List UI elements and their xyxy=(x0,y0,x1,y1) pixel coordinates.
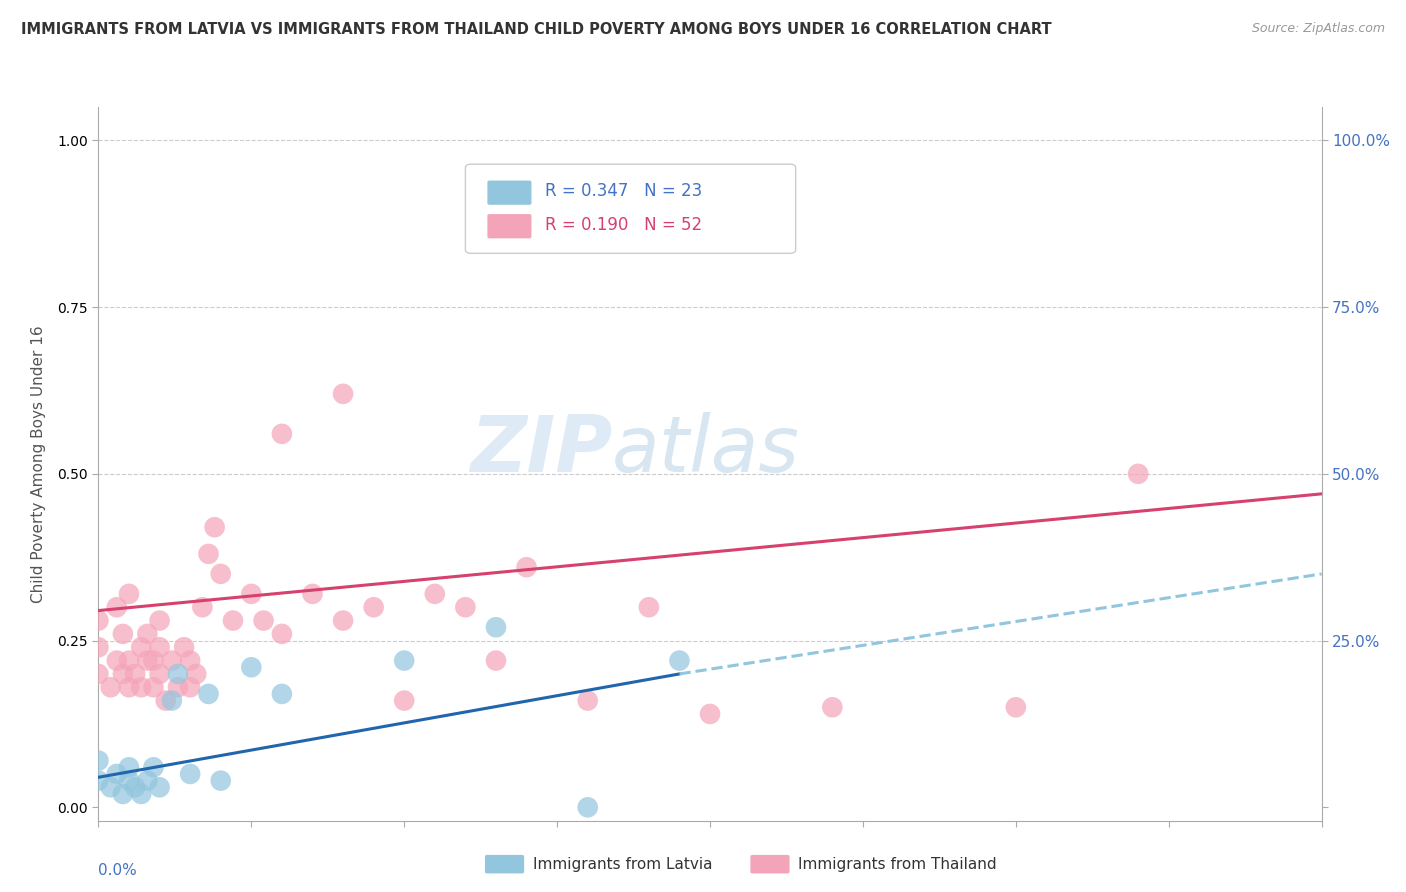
Point xyxy=(87,667,110,681)
Point xyxy=(129,787,152,801)
Point xyxy=(301,587,323,601)
Point xyxy=(222,614,245,628)
Point xyxy=(270,627,292,641)
Point xyxy=(118,680,141,694)
Point xyxy=(160,693,183,707)
Point xyxy=(197,687,219,701)
Point xyxy=(124,780,146,795)
Point xyxy=(105,654,128,668)
Point xyxy=(209,566,232,581)
Point xyxy=(821,700,844,714)
Point xyxy=(252,614,274,628)
Text: R = 0.347   N = 23: R = 0.347 N = 23 xyxy=(546,182,702,200)
Point xyxy=(87,754,110,768)
Point xyxy=(186,667,208,681)
Point xyxy=(129,640,152,655)
Point xyxy=(124,667,146,681)
Point xyxy=(100,780,122,795)
Point xyxy=(149,640,172,655)
FancyBboxPatch shape xyxy=(488,214,531,238)
Point xyxy=(167,667,190,681)
Point xyxy=(363,600,385,615)
Point xyxy=(118,773,141,788)
Point xyxy=(637,600,661,615)
Point xyxy=(167,680,190,694)
Point xyxy=(149,614,172,628)
Point xyxy=(179,680,201,694)
Point xyxy=(191,600,214,615)
Point xyxy=(118,654,141,668)
Point xyxy=(576,693,599,707)
Point xyxy=(454,600,477,615)
Point xyxy=(111,787,134,801)
Point xyxy=(1128,467,1150,481)
Text: R = 0.190   N = 52: R = 0.190 N = 52 xyxy=(546,216,702,234)
Point xyxy=(105,767,128,781)
Point xyxy=(118,760,141,774)
Point xyxy=(149,667,172,681)
Point xyxy=(179,654,201,668)
Point xyxy=(136,654,159,668)
Y-axis label: Child Poverty Among Boys Under 16: Child Poverty Among Boys Under 16 xyxy=(31,325,46,603)
Point xyxy=(485,654,508,668)
Point xyxy=(332,614,354,628)
Point xyxy=(576,800,599,814)
Point xyxy=(142,680,165,694)
Point xyxy=(270,687,292,701)
Point xyxy=(155,693,177,707)
Point xyxy=(100,680,122,694)
Point xyxy=(668,654,690,668)
Text: atlas: atlas xyxy=(612,411,800,488)
Text: Immigrants from Thailand: Immigrants from Thailand xyxy=(799,856,997,871)
Point xyxy=(197,547,219,561)
Point xyxy=(179,767,201,781)
Point xyxy=(392,654,416,668)
Point xyxy=(136,627,159,641)
Point xyxy=(142,654,165,668)
Point xyxy=(173,640,195,655)
FancyBboxPatch shape xyxy=(751,855,790,873)
Point xyxy=(1004,700,1026,714)
Point xyxy=(332,386,354,401)
Point xyxy=(111,667,134,681)
Point xyxy=(142,760,165,774)
Point xyxy=(270,426,292,441)
Text: Immigrants from Latvia: Immigrants from Latvia xyxy=(533,856,713,871)
Text: Source: ZipAtlas.com: Source: ZipAtlas.com xyxy=(1251,22,1385,36)
Text: IMMIGRANTS FROM LATVIA VS IMMIGRANTS FROM THAILAND CHILD POVERTY AMONG BOYS UNDE: IMMIGRANTS FROM LATVIA VS IMMIGRANTS FRO… xyxy=(21,22,1052,37)
Point xyxy=(240,660,263,674)
Point xyxy=(423,587,446,601)
Text: ZIP: ZIP xyxy=(470,411,612,488)
Point xyxy=(149,780,172,795)
FancyBboxPatch shape xyxy=(488,180,531,205)
Point xyxy=(160,654,183,668)
Point xyxy=(392,693,416,707)
Point xyxy=(87,773,110,788)
Point xyxy=(87,614,110,628)
Point xyxy=(111,627,134,641)
Point xyxy=(204,520,226,534)
FancyBboxPatch shape xyxy=(485,855,524,873)
Point xyxy=(129,680,152,694)
FancyBboxPatch shape xyxy=(465,164,796,253)
Point xyxy=(118,587,141,601)
Point xyxy=(240,587,263,601)
Point xyxy=(87,640,110,655)
Point xyxy=(699,706,721,721)
Point xyxy=(209,773,232,788)
Point xyxy=(105,600,128,615)
Point xyxy=(485,620,508,634)
Point xyxy=(136,773,159,788)
Text: 0.0%: 0.0% xyxy=(98,863,138,879)
Point xyxy=(516,560,538,574)
